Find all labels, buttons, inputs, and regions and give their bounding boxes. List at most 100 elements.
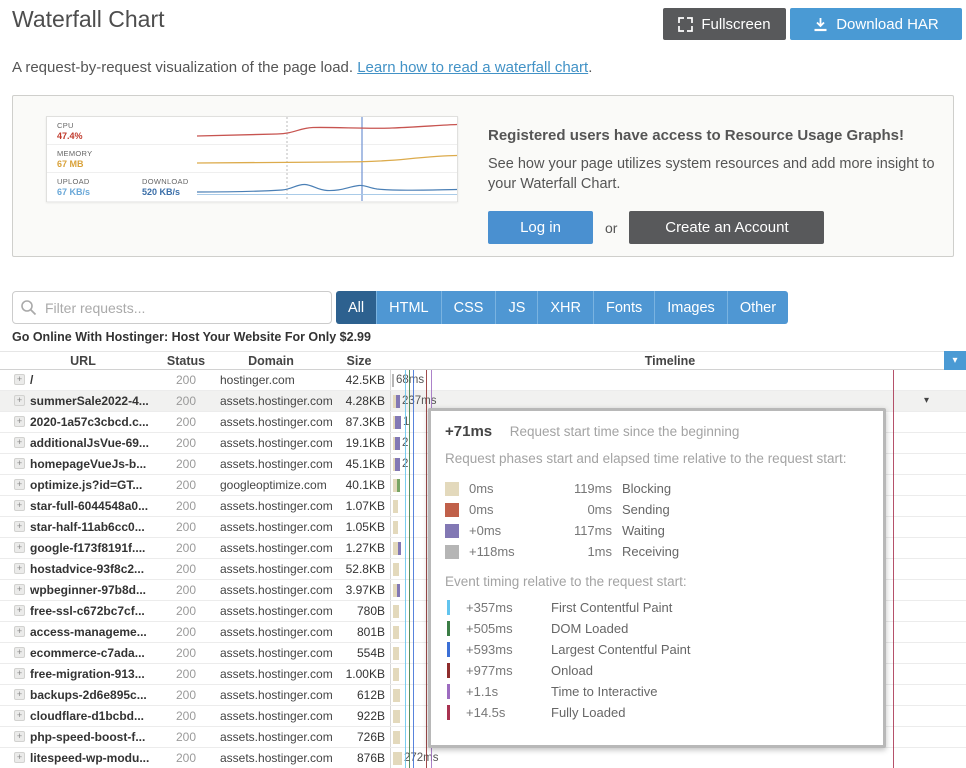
login-button[interactable]: Log in [488, 211, 593, 244]
expand-row-icon[interactable]: + [14, 374, 25, 385]
request-timeline [390, 706, 966, 726]
page-title: Waterfall Chart [12, 6, 165, 32]
signup-banner: CPU 47.4% MEMORY 67 MB UPLOAD 67 KB/s DO… [12, 95, 954, 257]
request-size: 1.07KB [345, 499, 385, 513]
column-header-domain[interactable]: Domain [248, 354, 294, 368]
request-url: additionalJsVue-69... [30, 436, 149, 450]
event-name: Onload [551, 663, 593, 678]
row-caret-icon[interactable]: ▾ [924, 395, 930, 406]
expand-row-icon[interactable]: + [14, 731, 25, 742]
request-timeline [390, 580, 966, 600]
event-name: Largest Contentful Paint [551, 642, 691, 657]
request-url: / [30, 373, 34, 387]
expand-row-icon[interactable]: + [14, 563, 25, 574]
request-status: 200 [175, 625, 197, 639]
expand-row-icon[interactable]: + [14, 395, 25, 406]
fullscreen-label: Fullscreen [701, 15, 771, 33]
event-name: Fully Loaded [551, 705, 626, 720]
column-header-url[interactable]: URL [70, 354, 96, 368]
request-time-label: 1 [403, 416, 410, 428]
request-url: backups-2d6e895c... [30, 688, 147, 702]
request-domain: assets.hostinger.com [220, 709, 333, 723]
column-header-timeline[interactable]: Timeline [644, 354, 696, 368]
request-timing-tooltip: +71ms Request start time since the begin… [428, 408, 886, 748]
expand-row-icon[interactable]: + [14, 521, 25, 532]
phase-start: 0ms [469, 481, 494, 496]
tooltip-event-row: +977ms Onload [445, 660, 869, 681]
request-url: homepageVueJs-b... [30, 457, 147, 471]
tab-fonts[interactable]: Fonts [593, 291, 656, 324]
waterfall-bar [393, 457, 400, 471]
request-status: 200 [175, 457, 197, 471]
table-row[interactable]: + litespeed-wp-modu... 200 assets.hostinger… [0, 748, 966, 768]
timeline-event-line-dom [409, 370, 410, 768]
tab-js[interactable]: JS [496, 291, 539, 324]
request-url: hostadvice-93f8c2... [30, 562, 145, 576]
request-time-label: 237ms [402, 395, 437, 407]
expand-row-icon[interactable]: + [14, 584, 25, 595]
timeline-options-button[interactable]: ▾ [944, 351, 966, 370]
tab-all[interactable]: All [336, 291, 378, 324]
expand-row-icon[interactable]: + [14, 647, 25, 658]
request-url: php-speed-boost-f... [30, 730, 146, 744]
banner-body: See how your page utilizes system resour… [488, 156, 935, 192]
request-domain: hostinger.com [220, 373, 295, 387]
waterfall-bar-segment-blocking [393, 415, 395, 429]
tab-html[interactable]: HTML [377, 291, 442, 324]
phase-name: Receiving [622, 544, 680, 559]
fullscreen-button[interactable]: Fullscreen [663, 8, 786, 40]
expand-row-icon[interactable]: + [14, 542, 25, 553]
waterfall-bar [393, 562, 399, 576]
waterfall-help-link[interactable]: Learn how to read a waterfall chart [357, 59, 589, 76]
event-time: +505ms [466, 621, 513, 636]
request-status: 200 [175, 604, 197, 618]
expand-row-icon[interactable]: + [14, 626, 25, 637]
tab-images[interactable]: Images [655, 291, 728, 324]
waterfall-bar-segment-blocking [393, 751, 402, 765]
waterfall-bar-segment-waiting [395, 436, 400, 450]
download-har-button[interactable]: Download HAR [790, 8, 962, 40]
request-timeline: 68ms [390, 370, 966, 390]
event-name: Time to Interactive [551, 684, 658, 699]
expand-row-icon[interactable]: + [14, 437, 25, 448]
column-header-status[interactable]: Status [166, 354, 206, 368]
timeline-event-line-fcp [405, 370, 406, 768]
request-timeline [390, 517, 966, 537]
expand-row-icon[interactable]: + [14, 710, 25, 721]
request-status: 200 [175, 478, 197, 492]
column-header-size[interactable]: Size [346, 354, 372, 368]
expand-row-icon[interactable]: + [14, 458, 25, 469]
cpu-value: 47.4% [57, 131, 83, 141]
event-name: First Contentful Paint [551, 600, 673, 615]
filter-requests-input[interactable] [12, 291, 332, 324]
expand-row-icon[interactable]: + [14, 416, 25, 427]
tab-xhr[interactable]: XHR [538, 291, 594, 324]
table-row[interactable]: + / 200 hostinger.com 42.5KB 68ms [0, 370, 966, 391]
expand-row-icon[interactable]: + [14, 752, 25, 763]
tooltip-phase-row: 0ms 0ms Sending [445, 499, 869, 520]
phase-color-swatch-waiting [445, 523, 459, 538]
waterfall-bar-segment-blocking [393, 625, 399, 639]
waterfall-bar-segment-blocking [393, 709, 400, 723]
memory-graph-row: MEMORY 67 MB [47, 145, 457, 173]
create-account-button[interactable]: Create an Account [629, 211, 825, 244]
request-domain: assets.hostinger.com [220, 646, 333, 660]
request-url: wpbeginner-97b8d... [30, 583, 147, 597]
request-size: 1.05KB [345, 520, 385, 534]
request-domain: assets.hostinger.com [220, 583, 333, 597]
request-url: summerSale2022-4... [30, 394, 149, 408]
expand-row-icon[interactable]: + [14, 605, 25, 616]
phase-color-swatch-receiving [445, 544, 459, 559]
waterfall-bar-segment-receiving [392, 373, 394, 387]
tab-other[interactable]: Other [727, 291, 789, 324]
request-size: 726B [356, 730, 385, 744]
expand-row-icon[interactable]: + [14, 668, 25, 679]
tab-css[interactable]: CSS [441, 291, 497, 324]
expand-row-icon[interactable]: + [14, 500, 25, 511]
expand-row-icon[interactable]: + [14, 479, 25, 490]
expand-row-icon[interactable]: + [14, 689, 25, 700]
waterfall-bar-segment-blocking [393, 394, 396, 408]
request-size: 52.8KB [345, 562, 385, 576]
memory-value: 67 MB [57, 159, 84, 169]
waterfall-bar [393, 688, 400, 702]
